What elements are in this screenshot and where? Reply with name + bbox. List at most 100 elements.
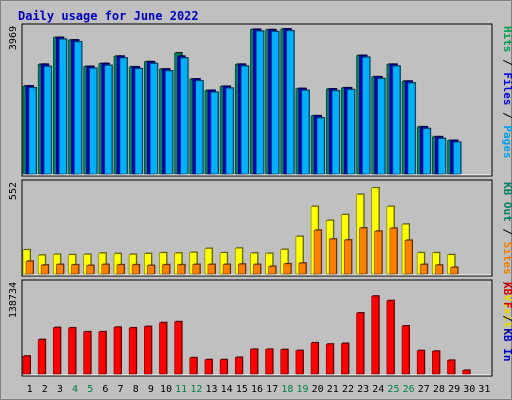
x-tick-label: 2	[42, 384, 48, 395]
bar	[195, 80, 204, 175]
bar	[392, 65, 401, 175]
bar	[174, 321, 182, 375]
x-tick-label: 4	[72, 384, 78, 395]
bar	[310, 342, 319, 375]
bar	[298, 262, 307, 275]
bar	[344, 239, 352, 275]
bar	[407, 82, 416, 175]
bar	[280, 349, 289, 375]
bar	[419, 264, 428, 275]
bar	[432, 350, 440, 375]
bar	[68, 327, 76, 375]
bar	[83, 331, 91, 375]
x-tick-label: 6	[102, 384, 108, 395]
x-tick-label: 1	[27, 384, 33, 395]
legend-entry: Sites	[501, 242, 512, 275]
bar	[43, 66, 52, 175]
bar	[462, 370, 470, 375]
bar	[146, 265, 155, 275]
series-kb-f	[22, 295, 471, 375]
bar	[25, 260, 34, 275]
x-tick-label: 25	[387, 384, 399, 395]
bar	[237, 263, 246, 275]
y-tick-label: 138734	[8, 282, 19, 318]
bar	[37, 339, 46, 375]
bar	[401, 325, 410, 375]
legend-entry: Pages	[501, 125, 512, 158]
bar	[119, 57, 128, 175]
bar	[86, 265, 94, 275]
panels: 3969 Hits / Files / Pages 552 KB Out / Site…	[8, 23, 512, 377]
x-tick-label: 16	[251, 384, 263, 395]
side-legend: Hits / Files / Pages	[501, 26, 512, 159]
x-tick-label: 17	[266, 384, 278, 395]
bar	[271, 31, 279, 175]
x-tick-label: 5	[87, 384, 93, 395]
bar	[177, 264, 185, 275]
x-tick-label: 24	[372, 384, 384, 395]
bar	[389, 228, 398, 275]
x-tick-label: 12	[190, 384, 202, 395]
x-tick-label: 3	[57, 384, 63, 395]
x-tick-label: 21	[327, 384, 339, 395]
x-tick-label: 19	[296, 384, 308, 395]
bar	[101, 264, 110, 275]
legend-entry: Files	[501, 72, 512, 105]
x-tick-label: 28	[433, 384, 445, 395]
panel-kb: 138734 KB F / KB In	[8, 279, 512, 377]
bar	[253, 264, 261, 275]
bar	[71, 264, 79, 275]
bar	[219, 359, 228, 375]
panel-hits-files-pages: 3969 Hits / Files / Pages	[8, 23, 512, 177]
bar	[256, 30, 264, 175]
bar	[56, 264, 64, 275]
x-tick-label: 27	[418, 384, 430, 395]
bar	[104, 65, 113, 175]
legend-entry: Visits	[501, 295, 512, 335]
bar	[416, 350, 425, 375]
x-tick-label: 10	[160, 384, 172, 395]
bar	[40, 264, 49, 275]
chart-title: Daily usage for June 2022	[18, 9, 199, 23]
x-axis: 1 2 3 4 5 6 7 8 9 10 11 12 13 14 15 16 17 18 19 20 21 22 23 24 2…	[27, 384, 491, 395]
series-sites	[25, 227, 459, 275]
side-legend: KB F / KB In	[501, 282, 512, 362]
bar	[180, 57, 188, 175]
x-tick-label: 30	[463, 384, 475, 395]
bar	[149, 63, 158, 175]
bar	[165, 70, 173, 175]
bar	[250, 349, 258, 375]
bar	[313, 230, 322, 275]
x-tick-label: 23	[357, 384, 369, 395]
bar	[268, 266, 276, 275]
bar	[316, 117, 325, 175]
bar	[362, 57, 370, 175]
bar	[113, 326, 122, 375]
y-tick-label: 3969	[8, 26, 19, 50]
bar	[286, 30, 295, 175]
bar	[341, 343, 349, 375]
bar	[450, 267, 458, 275]
x-tick-label: 18	[281, 384, 293, 395]
x-tick-label: 31	[478, 384, 490, 395]
bar	[53, 327, 61, 375]
bar	[134, 68, 143, 175]
x-tick-label: 26	[403, 384, 415, 395]
x-tick-label: 7	[118, 384, 124, 395]
legend-entry: KB Out	[501, 182, 512, 222]
bar	[89, 68, 97, 175]
bar	[222, 264, 231, 275]
x-tick-label: 15	[236, 384, 248, 395]
bar	[438, 138, 446, 175]
x-tick-label: 9	[148, 384, 154, 395]
bar	[435, 264, 443, 275]
legend-separator: /	[501, 309, 512, 329]
x-tick-label: 11	[175, 384, 187, 395]
bar	[295, 350, 304, 375]
series-pages	[28, 29, 462, 175]
bar	[131, 264, 140, 275]
bar	[128, 327, 137, 375]
bar	[301, 90, 310, 175]
